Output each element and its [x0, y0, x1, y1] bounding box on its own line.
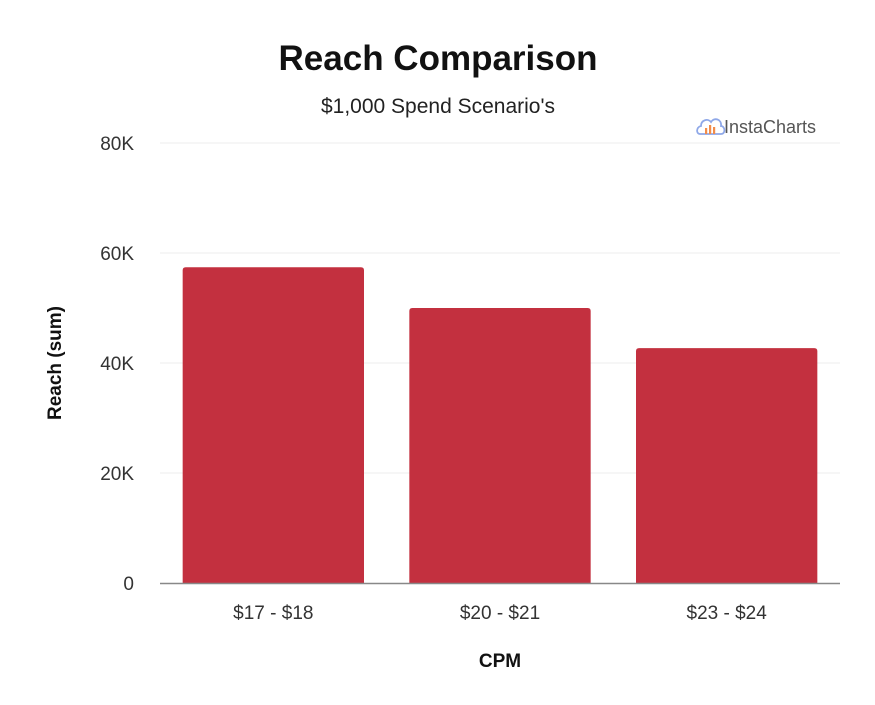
x-tick-label: $20 - $21: [460, 603, 540, 624]
y-tick-label: 80K: [100, 134, 134, 155]
bar[interactable]: [409, 308, 591, 583]
chart-title: Reach Comparison: [279, 39, 598, 78]
watermark: InstaCharts: [696, 117, 816, 137]
bar[interactable]: [182, 267, 364, 583]
x-axis-ticks: $17 - $18 $20 - $21 $23 - $24: [233, 603, 767, 624]
bar[interactable]: [636, 348, 818, 583]
chart-subtitle: $1,000 Spend Scenario's: [321, 95, 555, 118]
bars: [182, 267, 818, 583]
y-tick-label: 0: [123, 574, 134, 595]
y-axis-ticks: 0 20K 40K 60K 80K: [100, 134, 134, 595]
y-tick-label: 40K: [100, 354, 134, 375]
y-axis-title: Reach (sum): [45, 306, 66, 420]
x-axis-title: CPM: [479, 651, 521, 672]
x-tick-label: $23 - $24: [687, 603, 768, 624]
y-tick-label: 60K: [100, 244, 134, 265]
cloud-bar-chart-icon: [696, 118, 726, 135]
x-tick-label: $17 - $18: [233, 603, 313, 624]
y-tick-label: 20K: [100, 464, 134, 485]
watermark-text: InstaCharts: [724, 117, 816, 137]
